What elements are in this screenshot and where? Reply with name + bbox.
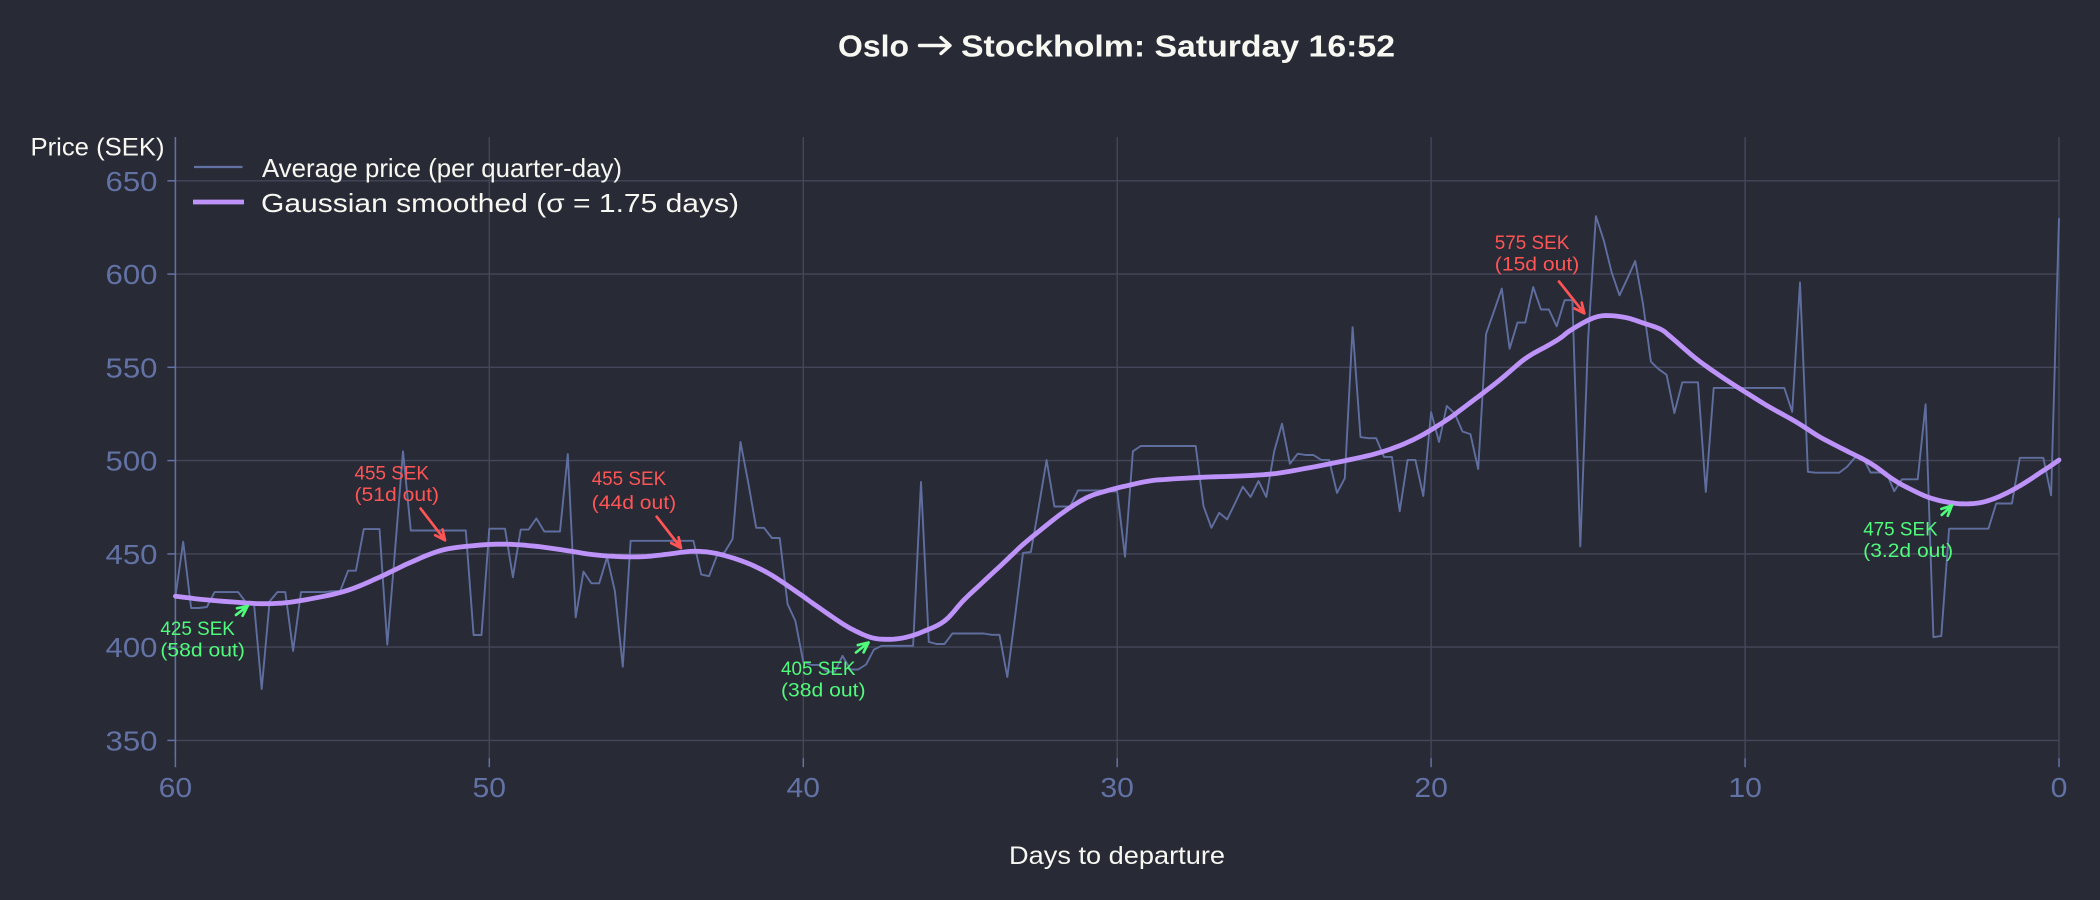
svg-text:Oslo: Oslo (838, 30, 909, 64)
svg-text:575 SEK: 575 SEK (1495, 233, 1570, 254)
svg-text:Price (SEK): Price (SEK) (31, 134, 165, 162)
svg-text:600: 600 (106, 259, 158, 290)
svg-text:455 SEK: 455 SEK (355, 464, 430, 485)
svg-text:550: 550 (106, 352, 158, 383)
svg-text:(51d out): (51d out) (355, 485, 440, 506)
svg-text:50: 50 (473, 772, 507, 803)
svg-text:(58d out): (58d out) (160, 641, 245, 662)
svg-text:350: 350 (106, 726, 158, 757)
svg-text:405 SEK: 405 SEK (781, 659, 856, 680)
svg-text:10: 10 (1728, 772, 1762, 803)
svg-text:Days to departure: Days to departure (1009, 842, 1225, 870)
svg-text:0: 0 (2051, 772, 2068, 803)
svg-text:450: 450 (106, 539, 158, 570)
svg-text:20: 20 (1414, 772, 1448, 803)
svg-text:Average price (per quarter-day: Average price (per quarter-day) (262, 153, 622, 183)
svg-text:650: 650 (106, 166, 158, 197)
svg-text:Stockholm: Saturday 16:52: Stockholm: Saturday 16:52 (961, 30, 1395, 64)
svg-text:(3.2d out): (3.2d out) (1863, 541, 1953, 562)
svg-text:500: 500 (106, 446, 158, 477)
svg-text:425 SEK: 425 SEK (160, 619, 235, 640)
svg-text:(15d out): (15d out) (1495, 255, 1580, 276)
svg-text:Gaussian smoothed (σ = 1.75 da: Gaussian smoothed (σ = 1.75 days) (261, 188, 739, 218)
svg-text:60: 60 (159, 772, 193, 803)
svg-text:400: 400 (106, 632, 158, 663)
svg-text:475 SEK: 475 SEK (1863, 520, 1938, 541)
svg-text:(44d out): (44d out) (592, 493, 677, 514)
svg-text:30: 30 (1100, 772, 1134, 803)
svg-text:(38d out): (38d out) (781, 681, 866, 702)
svg-text:455 SEK: 455 SEK (592, 469, 667, 490)
svg-text:40: 40 (787, 772, 821, 803)
